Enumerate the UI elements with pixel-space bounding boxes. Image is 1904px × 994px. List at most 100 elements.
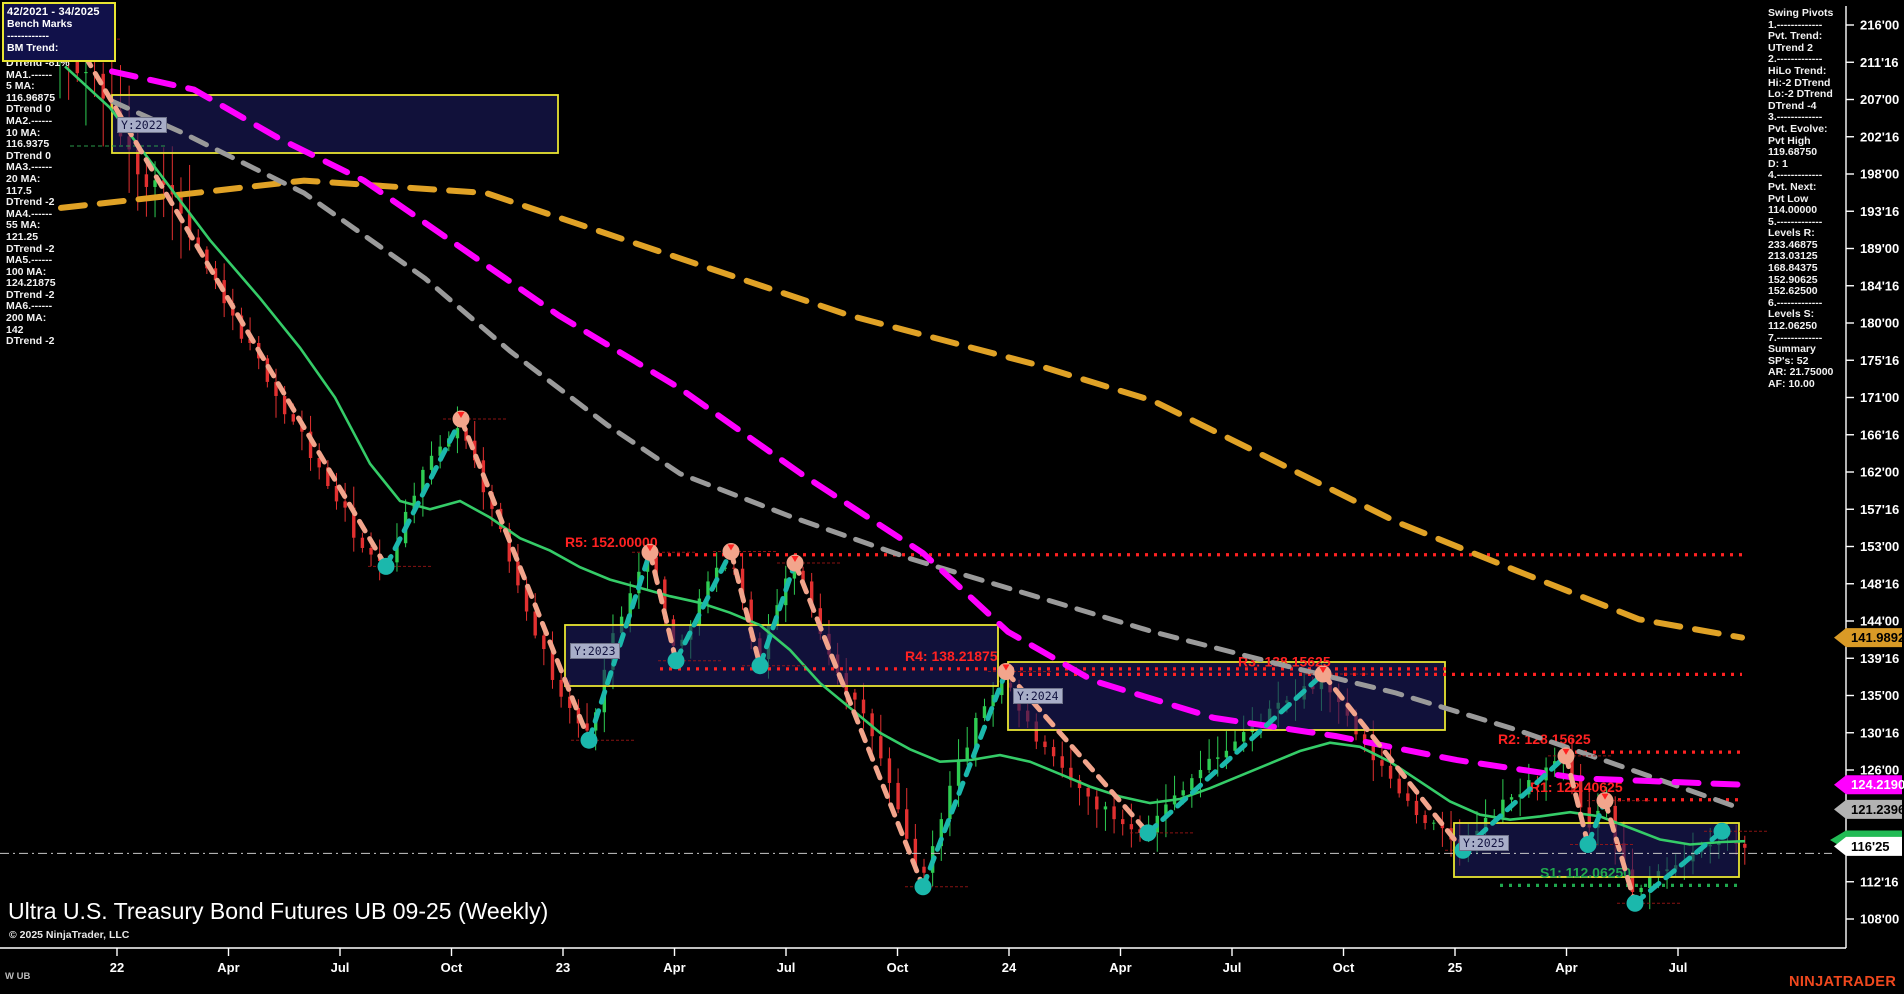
ma-panel-line: MA5.------ [6, 254, 53, 267]
level-label: R1: 122.40625 [1530, 779, 1623, 795]
level-label: R4: 138.21875 [905, 648, 998, 664]
price-tick-label: 126'00 [1860, 763, 1899, 778]
swing-zigzag-layer [57, 30, 1768, 912]
swing-pivot-line: Swing Pivots [1768, 7, 1834, 19]
swing-pivot-line: Summary [1768, 343, 1816, 356]
price-tick-label: 144'00 [1860, 614, 1899, 629]
price-tick-label: 175'16 [1860, 353, 1899, 368]
ma200-price-tag [1834, 628, 1902, 648]
ma-panel-line: 200 MA: [6, 312, 47, 325]
benchmark-panel: 42/2021 - 34/2025 Bench Marks -----------… [2, 2, 116, 62]
year-label-chip: Y:2024 [1013, 688, 1063, 704]
price-tick-label: 166'16 [1860, 427, 1899, 442]
ma-panel-line: DTrend -2 [6, 335, 55, 348]
ma-panel-line: DTrend -2 [6, 242, 55, 255]
time-tick-label: Apr [663, 960, 685, 975]
price-tick-label: 130'16 [1860, 725, 1899, 740]
level-label: R2: 128.15625 [1498, 731, 1591, 747]
moving-averages-layer [58, 65, 1746, 846]
ma-panel-line: 20 MA: [6, 172, 41, 185]
level-label: S1: 112.06250 [1540, 864, 1631, 880]
time-tick-label: Jul [777, 960, 796, 975]
swing-pivot-line: 152.62500 [1768, 285, 1818, 298]
swing-pivot-line: 7.------------- [1768, 331, 1823, 344]
ma-panel-line: MA2.------ [6, 114, 53, 127]
swing-pivot-line: 152.90625 [1768, 273, 1818, 286]
year-boxes-layer [111, 94, 1740, 878]
swing-pivot-line: 4.------------- [1768, 169, 1823, 182]
chart-title: Ultra U.S. Treasury Bond Futures UB 09-2… [8, 898, 549, 924]
price-tick-label: 198'00 [1860, 167, 1899, 182]
ma-panel-line: MA3.------ [6, 161, 53, 174]
ma-panel-line: MA1.------ [6, 68, 53, 81]
price-tick-label: 184'16 [1860, 278, 1899, 293]
time-tick-label: Jul [331, 960, 350, 975]
price-tags-layer: 141.98922 124.21906 121.23965 116'25 [1830, 628, 1904, 856]
swing-pivot-line: 119.68750 [1768, 146, 1818, 159]
swing-pivot-line: D: 1 [1768, 157, 1788, 170]
ma-panel-line: 142 [6, 323, 24, 336]
swing-pivot-line: 213.03125 [1768, 250, 1818, 263]
price-tick-label: 153'00 [1860, 539, 1899, 554]
year-label-chip: Y:2022 [117, 117, 167, 133]
swing-pivot-line: Pvt. Next: [1768, 180, 1817, 193]
ma-panel-line: 10 MA: [6, 126, 41, 139]
swing-pivot-line: 5.------------- [1768, 215, 1823, 228]
swing-pivot-line: UTrend 2 [1768, 41, 1813, 54]
price-tick-label: 162'00 [1860, 465, 1899, 480]
ma-panel-line: DTrend 0 [6, 103, 51, 116]
ma100-price-tag-value: 124.21906 [1851, 777, 1904, 792]
swing-pivot-line: Pvt. Evolve: [1768, 122, 1828, 135]
swing-pivot-line: 1.------------- [1768, 18, 1823, 31]
ma-panel-line: MA6.------ [6, 300, 53, 313]
series-watermark: W UB [5, 971, 31, 982]
ma-panel-line: DTrend -2 [6, 196, 55, 209]
price-tick-label: 148'16 [1860, 576, 1899, 591]
copyright-label: © 2025 NinjaTrader, LLC [9, 929, 130, 941]
swing-pivot-line: Pvt. Trend: [1768, 30, 1823, 43]
time-tick-label: Oct [1333, 960, 1355, 975]
price-tick-label: 135'00 [1860, 688, 1899, 703]
ma-panel-line: DTrend -2 [6, 288, 55, 301]
ma-panel-line: DTrend 0 [6, 149, 51, 162]
benchmark-line: ------------ [7, 30, 49, 42]
price-tick-label: 193'16 [1860, 204, 1899, 219]
benchmark-range-title: 42/2021 - 34/2025 [7, 6, 100, 18]
price-tick-label: 171'00 [1860, 390, 1899, 405]
price-tick-label: 216'00 [1860, 18, 1899, 33]
ma-panel-line: 116.96875 [6, 91, 56, 104]
ma55-price-tag [1834, 799, 1902, 819]
time-tick-label: Oct [887, 960, 909, 975]
ma-panel-line: 55 MA: [6, 219, 41, 232]
price-tick-label: 112'16 [1860, 874, 1899, 889]
swing-pivot-line: 6.------------- [1768, 296, 1823, 309]
price-tick-label: 189'00 [1860, 241, 1899, 256]
ma-panel-line: MA4.------ [6, 207, 53, 220]
price-tick-label: 139'16 [1860, 651, 1899, 666]
swing-pivot-line: 114.00000 [1768, 204, 1818, 217]
year-label-chip: Y:2025 [1459, 835, 1509, 851]
price-tick-label: 211'16 [1860, 55, 1899, 70]
price-tick-label: 157'16 [1860, 502, 1899, 517]
benchmark-line: Bench Marks [7, 18, 73, 30]
benchmark-line: BM Trend: [7, 42, 59, 54]
time-tick-label: Jul [1669, 960, 1688, 975]
time-tick-label: 24 [1002, 960, 1017, 975]
axes-layer: 216'00 211'16 207'00 202'16 198'00 193'16 189'… [0, 6, 1899, 975]
price-tick-label: 108'00 [1860, 912, 1899, 927]
year-label-chip: Y:2023 [570, 643, 620, 659]
swing-pivot-line: HiLo Trend: [1768, 64, 1827, 77]
time-tick-label: 25 [1448, 960, 1462, 975]
ma55-price-tag-value: 121.23965 [1851, 802, 1904, 817]
ma-panel-line: DTrend -81% [6, 57, 70, 69]
time-tick-label: Apr [217, 960, 239, 975]
time-tick-label: Apr [1109, 960, 1131, 975]
price-tick-label: 207'00 [1860, 92, 1899, 107]
ma200-price-tag-value: 141.98922 [1851, 630, 1904, 645]
price-tick-label: 202'16 [1860, 129, 1899, 144]
swing-pivot-line: 2.------------- [1768, 53, 1823, 66]
swing-pivot-line: 233.46875 [1768, 238, 1818, 251]
time-tick-label: 23 [556, 960, 570, 975]
